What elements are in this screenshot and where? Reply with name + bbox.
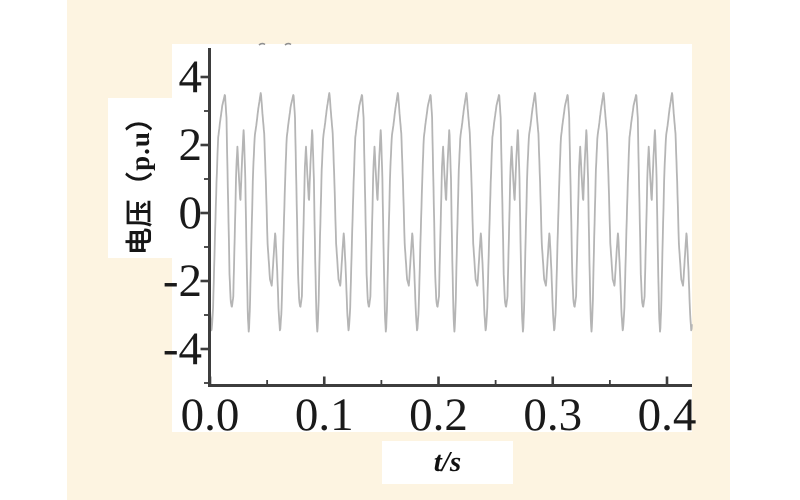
y-tick-label: 4 [178, 51, 203, 103]
x-tick-label: 0.2 [409, 389, 468, 441]
x-tick-label: 0.0 [180, 389, 240, 441]
y-tick-label: -2 [162, 255, 202, 307]
x-tick-label: 0.3 [523, 389, 583, 441]
y-tick-label: 2 [178, 119, 203, 171]
axis-lines [208, 48, 692, 387]
x-axis-label-patch: t/s [382, 441, 513, 484]
x-tick-label: 0.1 [294, 389, 354, 441]
y-tick-label: 0 [178, 187, 203, 239]
voltage-waveform-curve [209, 92, 693, 333]
y-tick-label: -4 [162, 323, 202, 375]
y-axis-label-patch: 电压（p.u） [108, 98, 172, 258]
x-tick-label: 0.4 [637, 389, 697, 441]
artifact-mark [258, 42, 292, 46]
x-axis-label: t/s [433, 446, 462, 478]
